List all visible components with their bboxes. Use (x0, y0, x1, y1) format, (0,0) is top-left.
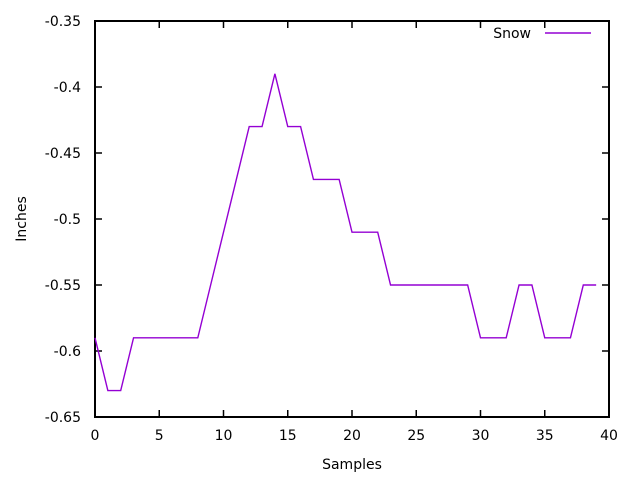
y-tick-label: -0.6 (54, 344, 81, 360)
x-tick-label: 0 (91, 428, 100, 444)
axis-ticks (94, 20, 610, 418)
y-axis-title: Inches (14, 196, 30, 241)
y-tick-label: -0.35 (45, 14, 81, 30)
x-tick-label: 25 (407, 428, 425, 444)
x-tick-label: 30 (472, 428, 490, 444)
x-tick-label: 20 (343, 428, 361, 444)
snow-series-line (94, 73, 597, 392)
x-tick-label: 15 (279, 428, 297, 444)
x-tick-label: 10 (215, 428, 233, 444)
y-tick-label: -0.55 (45, 278, 81, 294)
y-tick-label: -0.5 (54, 212, 81, 228)
x-tick-label: 40 (600, 428, 618, 444)
axis-tick-labels: 0 5 10 15 20 25 30 35 40 -0.65 -0.6 -0.55 -0.5 -0.45 -… (45, 14, 618, 444)
y-tick-label: -0.65 (45, 410, 81, 426)
x-tick-label: 35 (536, 428, 554, 444)
x-axis-title: Samples (322, 457, 382, 473)
legend-label: Snow (493, 26, 531, 42)
y-tick-label: -0.45 (45, 146, 81, 162)
x-tick-label: 5 (155, 428, 164, 444)
plot-border (94, 20, 610, 418)
legend: Snow (493, 26, 591, 42)
y-tick-label: -0.4 (54, 80, 81, 96)
